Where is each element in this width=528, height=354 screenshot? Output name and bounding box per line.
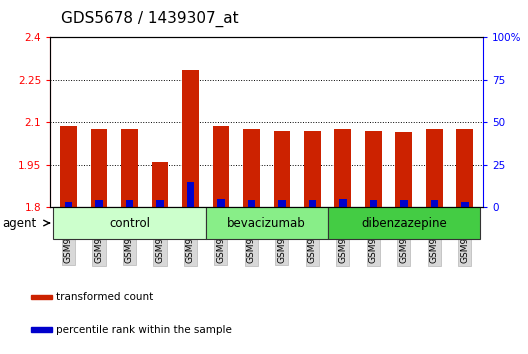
Bar <box>60 126 77 207</box>
Bar <box>308 200 316 207</box>
Bar <box>121 129 138 207</box>
Bar <box>217 199 225 207</box>
Text: transformed count: transformed count <box>56 292 153 302</box>
Bar <box>31 327 52 332</box>
Bar <box>212 126 229 207</box>
Bar <box>304 131 321 207</box>
Bar <box>278 200 286 207</box>
Bar <box>31 295 52 299</box>
Bar <box>186 182 194 207</box>
Bar <box>274 131 290 207</box>
Bar <box>370 200 377 207</box>
Bar <box>248 200 255 207</box>
Bar <box>327 207 480 239</box>
Bar <box>426 129 442 207</box>
Bar <box>53 207 206 239</box>
Bar <box>461 202 468 207</box>
Bar <box>95 200 103 207</box>
Bar <box>334 129 351 207</box>
Bar <box>395 132 412 207</box>
Bar <box>65 202 72 207</box>
Bar <box>365 131 382 207</box>
Text: dibenzazepine: dibenzazepine <box>361 217 447 229</box>
Bar <box>126 200 133 207</box>
Text: bevacizumab: bevacizumab <box>227 217 306 229</box>
Bar <box>430 200 438 207</box>
Text: percentile rank within the sample: percentile rank within the sample <box>56 325 232 335</box>
Bar <box>156 200 164 207</box>
Bar <box>339 199 347 207</box>
Bar <box>400 200 408 207</box>
Text: GDS5678 / 1439307_at: GDS5678 / 1439307_at <box>61 11 238 27</box>
Bar <box>182 70 199 207</box>
Bar <box>206 207 327 239</box>
Bar <box>152 162 168 207</box>
Text: agent: agent <box>3 217 37 229</box>
Bar <box>91 129 107 207</box>
Bar <box>243 129 260 207</box>
Text: control: control <box>109 217 150 229</box>
Bar <box>456 129 473 207</box>
